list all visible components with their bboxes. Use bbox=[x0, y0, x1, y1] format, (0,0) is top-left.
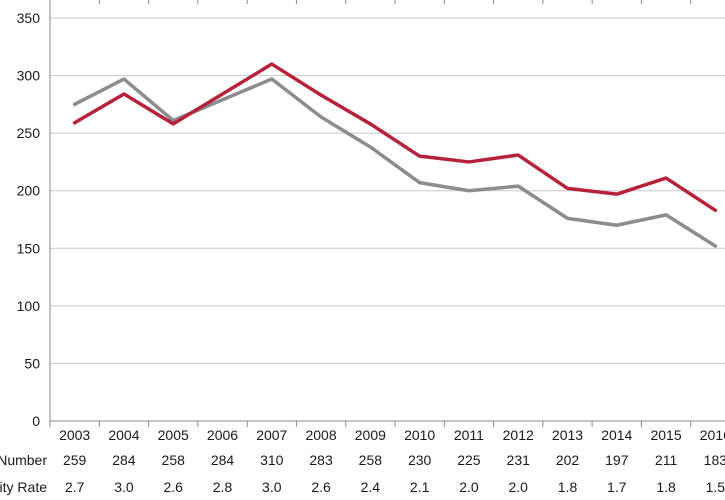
table-cell: 259 bbox=[63, 452, 87, 468]
table-cell: 225 bbox=[457, 452, 481, 468]
x-tick-label: 2006 bbox=[207, 427, 238, 443]
series-line bbox=[72, 62, 718, 213]
x-tick-label: 2015 bbox=[650, 427, 681, 443]
axes bbox=[49, 0, 725, 427]
y-tick-labels: 0 50 100 150 200 250 300 350 bbox=[17, 10, 41, 429]
table-cell: 1.8 bbox=[558, 479, 578, 495]
x-tick-label: 2010 bbox=[404, 427, 435, 443]
table-cell: 2.1 bbox=[410, 479, 430, 495]
table-cell: 230 bbox=[408, 452, 432, 468]
x-tick-label: 2012 bbox=[503, 427, 534, 443]
x-tick-label: 2009 bbox=[355, 427, 386, 443]
table-cell: 2.4 bbox=[361, 479, 381, 495]
table-cell: 1.5 bbox=[706, 479, 725, 495]
table-cell: 197 bbox=[605, 452, 629, 468]
table-cell: 2.6 bbox=[311, 479, 331, 495]
y-tick-label: 300 bbox=[17, 68, 41, 84]
table-cell: 2.0 bbox=[459, 479, 479, 495]
x-tick-label: 2008 bbox=[305, 427, 336, 443]
table-cell: 3.0 bbox=[114, 479, 134, 495]
table-cell: 1.7 bbox=[607, 479, 627, 495]
table-cell: 2.7 bbox=[65, 479, 85, 495]
table-cell: 3.0 bbox=[262, 479, 282, 495]
table-cell: 283 bbox=[309, 452, 333, 468]
table-cell: 231 bbox=[507, 452, 531, 468]
table-cell: 258 bbox=[359, 452, 383, 468]
table-cell: 183 bbox=[704, 452, 725, 468]
series-line bbox=[72, 77, 718, 248]
x-tick-label: 2007 bbox=[256, 427, 287, 443]
gridlines bbox=[50, 17, 725, 364]
table-cell: 2.8 bbox=[213, 479, 233, 495]
table-cell: 1.8 bbox=[656, 479, 676, 495]
x-tick-label: 2004 bbox=[108, 427, 139, 443]
y-tick-label: 100 bbox=[17, 298, 41, 314]
y-tick-label: 50 bbox=[24, 355, 40, 371]
table-cell: 202 bbox=[556, 452, 580, 468]
table-row-label: Fatality Rate bbox=[0, 479, 47, 495]
table-cell: 2.0 bbox=[508, 479, 528, 495]
y-tick-label: 200 bbox=[17, 183, 41, 199]
x-tick-label: 2003 bbox=[59, 427, 90, 443]
x-tick-label: 2014 bbox=[601, 427, 632, 443]
table-cell: 2.6 bbox=[163, 479, 183, 495]
x-tick-label: 2011 bbox=[454, 427, 484, 443]
x-tick-label: 2005 bbox=[158, 427, 189, 443]
table-cell: 258 bbox=[162, 452, 186, 468]
series-lines bbox=[72, 62, 718, 248]
x-tick-labels: 2003 2004 2005 2006 2007 2008 2009 2010 2011 2012… bbox=[59, 427, 725, 443]
y-tick-label: 0 bbox=[32, 413, 40, 429]
y-tick-label: 150 bbox=[17, 240, 41, 256]
y-tick-label: 350 bbox=[17, 10, 41, 26]
table-cell: 284 bbox=[112, 452, 136, 468]
data-table: Number 259 284 258 284 310 283 258 230 225 231 202 1… bbox=[0, 452, 725, 495]
table-cell: 284 bbox=[211, 452, 235, 468]
table-row-label: Number bbox=[0, 452, 47, 468]
table-cell: 211 bbox=[655, 452, 678, 468]
x-tick-label: 2013 bbox=[552, 427, 583, 443]
y-tick-label: 250 bbox=[17, 125, 41, 141]
table-cell: 310 bbox=[260, 452, 284, 468]
x-tick-label: 2016 bbox=[700, 427, 725, 443]
